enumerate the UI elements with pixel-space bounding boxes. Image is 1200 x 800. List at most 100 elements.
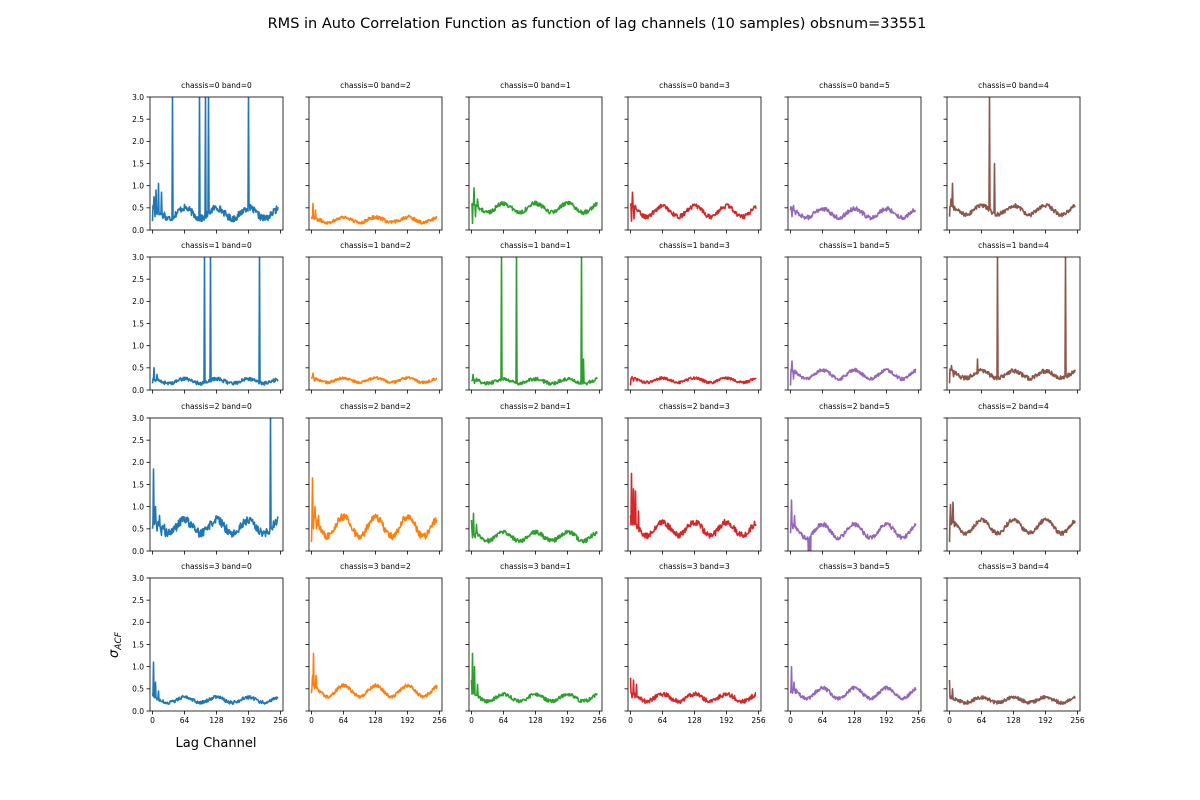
subplot-title: chassis=3 band=2 <box>340 562 411 571</box>
y-tick-label: 1.0 <box>132 662 144 671</box>
y-tick-label: 1.0 <box>132 181 144 190</box>
subplot-panel: chassis=0 band=2 <box>305 81 443 234</box>
series-line <box>789 499 917 551</box>
subplot-title: chassis=2 band=5 <box>819 402 890 411</box>
y-tick-label: 1.5 <box>132 159 144 168</box>
subplot-title: chassis=2 band=4 <box>978 402 1049 411</box>
x-tick-label: 128 <box>528 716 543 725</box>
series-line <box>789 360 917 386</box>
x-tick-label: 128 <box>687 716 702 725</box>
y-tick-label: 3.0 <box>132 253 144 262</box>
y-tick-label: 0.5 <box>132 364 144 373</box>
y-tick-label: 1.5 <box>132 640 144 649</box>
series-line <box>151 418 279 538</box>
subplot-panel: chassis=2 band=4 <box>943 402 1081 555</box>
subplot-panel: chassis=0 band=0 0.0 0.5 1.0 1.5 2.0 2.5 3.0 <box>132 81 284 235</box>
subplot-panel: chassis=0 band=1 <box>465 81 603 234</box>
subplot-panel: chassis=3 band=1 0 64 128 192 256 <box>465 562 607 725</box>
series-line <box>948 257 1076 384</box>
series-line <box>789 204 917 221</box>
figure-title: RMS in Auto Correlation Function as func… <box>268 16 927 32</box>
y-axis-label: σACF <box>107 631 124 658</box>
subplot-title: chassis=1 band=5 <box>819 241 890 250</box>
x-tick-label: 256 <box>751 716 766 725</box>
y-tick-label: 0.0 <box>132 707 144 716</box>
series-line <box>948 679 1076 705</box>
series-line <box>948 97 1076 218</box>
x-tick-label: 256 <box>1070 716 1085 725</box>
series-line <box>310 477 438 543</box>
x-tick-label: 64 <box>818 716 828 725</box>
subplot-title: chassis=1 band=4 <box>978 241 1049 250</box>
subplot-panel: chassis=3 band=4 0 64 128 192 256 <box>943 562 1085 725</box>
y-tick-label: 2.5 <box>132 275 144 284</box>
x-tick-label: 0 <box>628 716 633 725</box>
subplot-panel: chassis=3 band=5 0 64 128 192 256 <box>784 562 926 725</box>
x-tick-label: 256 <box>273 716 288 725</box>
subplot-title: chassis=0 band=5 <box>819 81 890 90</box>
x-tick-label: 192 <box>1038 716 1053 725</box>
subplot-panel: chassis=3 band=0 0 64 128 192 256 0.0 0.5 1.0 1.5… <box>132 562 288 725</box>
subplot-panel: chassis=1 band=0 0.0 0.5 1.0 1.5 2.0 2.5 3.0 <box>132 241 284 395</box>
x-tick-label: 0 <box>788 716 793 725</box>
x-tick-label: 64 <box>977 716 987 725</box>
subplot-title: chassis=1 band=2 <box>340 241 411 250</box>
x-tick-label: 64 <box>658 716 668 725</box>
subplot-panel: chassis=0 band=4 <box>943 81 1081 234</box>
subplot-title: chassis=2 band=1 <box>500 402 571 411</box>
subplot-panel: chassis=0 band=5 <box>784 81 922 234</box>
subplot-title: chassis=3 band=1 <box>500 562 571 571</box>
x-tick-label: 64 <box>339 716 349 725</box>
series-line <box>151 97 279 223</box>
y-tick-label: 0.5 <box>132 525 144 534</box>
y-tick-label: 0.0 <box>132 386 144 395</box>
subplot-title: chassis=0 band=4 <box>978 81 1049 90</box>
x-tick-label: 0 <box>309 716 314 725</box>
subplot-panel: chassis=1 band=1 <box>465 241 603 394</box>
y-tick-label: 2.0 <box>132 137 144 146</box>
series-line <box>310 202 438 225</box>
subplot-title: chassis=0 band=3 <box>659 81 730 90</box>
y-tick-label: 1.5 <box>132 480 144 489</box>
series-line <box>629 375 757 386</box>
series-line <box>470 512 598 544</box>
subplot-panel: chassis=1 band=2 <box>305 241 443 394</box>
y-tick-label: 1.0 <box>132 502 144 511</box>
series-line <box>310 652 438 699</box>
series-line <box>310 372 438 385</box>
subplot-title: chassis=3 band=4 <box>978 562 1049 571</box>
subplot-title: chassis=0 band=2 <box>340 81 411 90</box>
subplot-panel: chassis=0 band=3 <box>624 81 762 234</box>
series-line <box>629 677 757 704</box>
x-tick-label: 256 <box>592 716 607 725</box>
x-tick-label: 0 <box>150 716 155 725</box>
subplot-title: chassis=0 band=0 <box>181 81 252 90</box>
x-tick-label: 128 <box>847 716 862 725</box>
y-tick-label: 2.5 <box>132 436 144 445</box>
y-tick-label: 0.0 <box>132 226 144 235</box>
x-tick-label: 192 <box>400 716 415 725</box>
subplot-panel: chassis=1 band=4 <box>943 241 1081 394</box>
y-tick-label: 3.0 <box>132 93 144 102</box>
x-tick-label: 192 <box>560 716 575 725</box>
y-tick-label: 0.5 <box>132 204 144 213</box>
series-line <box>151 661 279 705</box>
x-tick-label: 192 <box>879 716 894 725</box>
subplot-title: chassis=1 band=3 <box>659 241 730 250</box>
y-tick-label: 1.0 <box>132 341 144 350</box>
y-tick-label: 2.0 <box>132 297 144 306</box>
y-tick-label: 0.5 <box>132 685 144 694</box>
x-tick-label: 64 <box>180 716 190 725</box>
series-line <box>789 665 917 701</box>
subplot-title: chassis=1 band=1 <box>500 241 571 250</box>
subplot-panel: chassis=2 band=0 0.0 0.5 1.0 1.5 2.0 2.5 3.0 <box>132 402 284 556</box>
x-tick-label: 192 <box>241 716 256 725</box>
x-tick-label: 64 <box>499 716 509 725</box>
subplot-panel: chassis=1 band=5 <box>784 241 922 394</box>
series-line <box>151 257 279 386</box>
y-tick-label: 3.0 <box>132 574 144 583</box>
subplot-panel: chassis=2 band=5 <box>784 402 922 555</box>
series-line <box>948 501 1076 543</box>
